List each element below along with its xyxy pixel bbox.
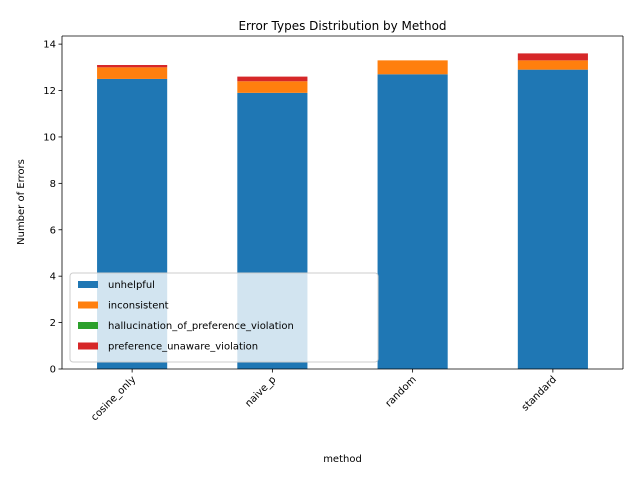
bar-standard-unhelpful: [517, 69, 588, 370]
bar-standard-inconsistent: [517, 60, 588, 70]
y-tick-label-12: 12: [43, 86, 56, 97]
legend-swatch-inconsistent: [78, 301, 98, 309]
y-tick-label-0: 0: [50, 365, 56, 376]
legend: unhelpful inconsistent hallucination_of_pr…: [69, 272, 379, 363]
y-tick-label-4: 4: [50, 272, 56, 283]
legend-label-inconsistent: inconsistent: [108, 301, 169, 312]
y-axis-label: Number of Errors: [16, 159, 27, 245]
y-tick-label-14: 14: [43, 40, 56, 51]
bar-naive_p-preference_unaware_violation: [237, 76, 308, 82]
y-tick-label-10: 10: [43, 132, 56, 143]
legend-box: [69, 272, 379, 363]
legend-swatch-unhelpful: [78, 281, 98, 288]
bar-cosine_only-preference_unaware_violation: [97, 65, 168, 68]
bar-cosine_only-inconsistent: [97, 67, 168, 79]
bar-random-inconsistent: [377, 60, 448, 75]
legend-label-unhelpful: unhelpful: [108, 280, 155, 291]
bar-standard-preference_unaware_violation: [517, 53, 588, 61]
legend-swatch-hallucination_of_preference_violation: [78, 322, 98, 329]
y-tick-label-2: 2: [50, 318, 56, 329]
bar-random-unhelpful: [377, 74, 448, 369]
bar-naive_p-inconsistent: [237, 81, 308, 93]
x-axis-label: method: [323, 454, 362, 465]
legend-label-hallucination_of_preference_violation: hallucination_of_preference_violation: [108, 321, 294, 332]
y-tick-label-6: 6: [50, 225, 56, 236]
legend-swatch-preference_unaware_violation: [78, 342, 98, 350]
bars-group: [97, 53, 588, 370]
y-tick-label-8: 8: [50, 179, 56, 190]
chart-title: Error Types Distribution by Method: [238, 19, 446, 33]
legend-label-preference_unaware_violation: preference_unaware_violation: [108, 342, 258, 353]
